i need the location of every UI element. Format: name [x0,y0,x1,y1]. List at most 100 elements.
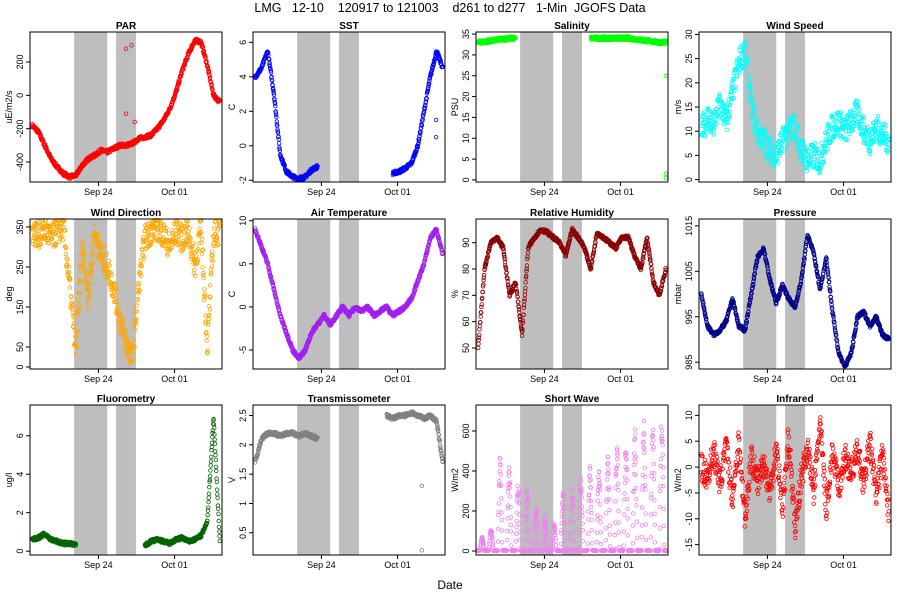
y-tick-label: 80 [461,264,471,274]
data-point [825,146,830,152]
data-point [481,272,487,278]
y-tick-label: 350 [15,219,25,234]
data-point [747,75,752,81]
y-tick-label: 25 [684,54,694,64]
data-point [707,108,712,113]
x-tick-label: Oct 01 [607,187,634,197]
x-tick-label: Sep 24 [530,374,559,384]
y-axis-label: deg [4,286,14,301]
data-point [193,253,199,259]
y-tick-label: 15 [684,102,694,112]
data-point [274,119,279,124]
shaded-interval [297,32,331,182]
data-point [419,122,425,128]
data-point [273,103,278,109]
data-point [200,265,205,270]
data-point [184,57,189,63]
plot-frame [29,31,223,183]
data-point [762,128,767,133]
figure-title: LMG 12-10 120917 to 121003 d261 to d277 … [254,1,646,15]
y-tick-label: 5 [684,153,694,158]
outlier-point [663,171,668,176]
shaded-interval [520,219,554,369]
data-point [861,122,866,127]
y-tick-label: -5 [238,346,248,354]
data-point [416,141,421,146]
y-tick-label: 50 [461,343,471,353]
data-point [730,81,735,86]
y-tick-label: 60 [461,317,471,327]
y-tick-label: 5 [238,261,248,266]
data-point [273,112,279,117]
chart-title: Relative Humidity [530,208,614,219]
x-tick-label: Sep 24 [753,187,782,197]
data-point [732,88,737,93]
data-point [417,136,422,142]
data-point [207,75,213,80]
data-point [479,302,484,307]
data-point [513,35,518,41]
data-point [199,251,204,257]
data-point [174,88,180,93]
outlier-point [663,73,668,78]
outlier-point [132,119,138,125]
data-point [727,109,733,115]
data-point [199,236,205,242]
series-wind-speed [699,39,891,176]
y-tick-label: 30 [461,50,471,60]
y-tick-label: 25 [461,71,471,81]
data-point [274,114,279,120]
data-point [756,141,762,147]
shaded-interval [562,32,582,182]
data-point [731,96,736,101]
data-point [738,57,744,62]
y-tick-label: 2 [238,109,248,114]
data-point [804,168,809,174]
data-point [753,126,758,131]
data-point [752,127,757,132]
data-point [751,102,756,108]
data-point [726,97,731,102]
data-point [65,257,70,262]
data-point [476,341,481,346]
data-point [744,65,749,70]
data-point [267,63,273,69]
chart-title: Wind Direction [91,208,161,219]
data-point [204,338,209,343]
y-tick-label: -400 [15,153,25,171]
y-tick-label: 200 [15,54,25,69]
shaded-interval [520,32,554,182]
data-point [207,312,212,318]
data-point [711,132,716,137]
y-tick-label: -200 [15,120,25,138]
y-tick-label: -2 [238,176,248,184]
data-point [202,287,207,292]
data-point [748,85,753,91]
data-point [776,160,781,166]
data-point [706,107,711,112]
y-tick-label: 10 [684,126,694,136]
data-point [728,102,733,107]
y-tick-label: 0 [461,177,471,182]
data-point [745,55,750,61]
data-point [417,133,422,139]
data-point [200,45,206,50]
y-axis-label: m/s [673,99,683,114]
data-point [425,88,430,93]
chart-title: PAR [116,21,137,32]
data-point [67,285,73,290]
data-point [663,41,668,46]
chart-title: Salinity [554,21,590,32]
data-point [743,50,749,55]
data-point [268,68,273,73]
data-point [742,55,747,61]
data-point [265,50,271,55]
y-tick-label: 0 [238,143,248,148]
